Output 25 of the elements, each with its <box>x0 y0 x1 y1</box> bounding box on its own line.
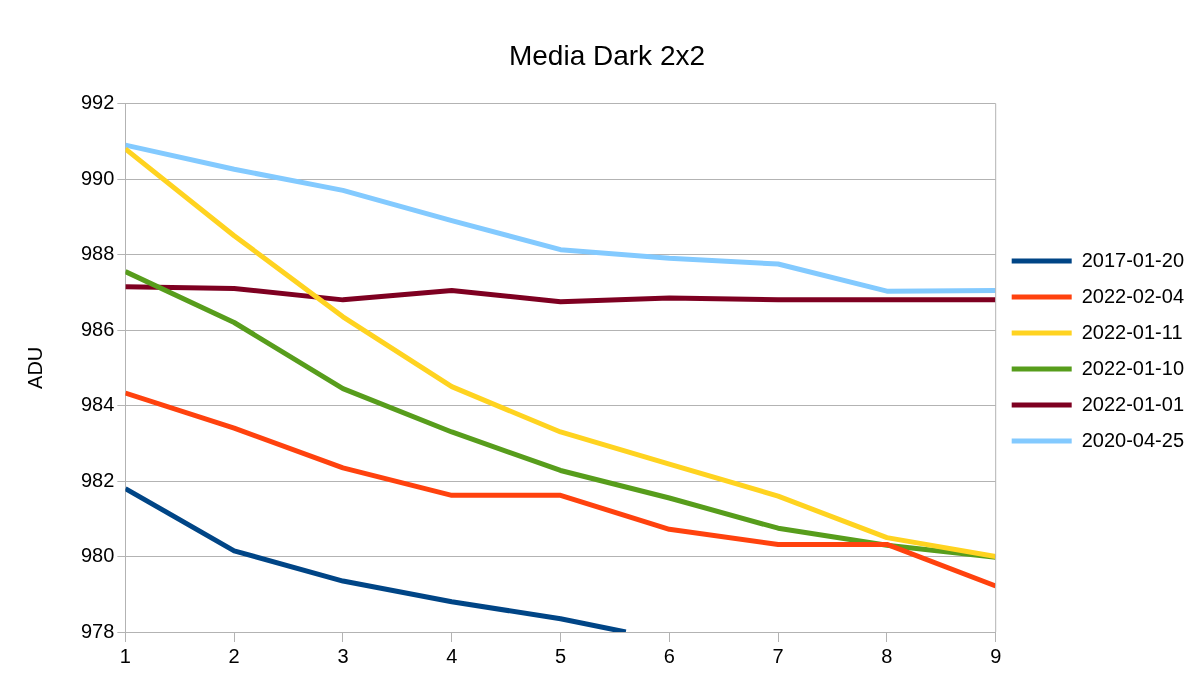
x-tick-label: 7 <box>772 644 784 667</box>
x-tick-label: 5 <box>554 644 567 667</box>
x-tick-label: 4 <box>446 644 458 667</box>
y-tick-label: 986 <box>80 317 115 340</box>
x-tick-label: 9 <box>990 644 1002 667</box>
y-tick-label: 980 <box>80 544 115 567</box>
y-tick-label: 984 <box>80 393 115 416</box>
x-tick-label: 8 <box>881 644 893 667</box>
legend-label: 2022-02-04 <box>1081 284 1185 307</box>
legend-label: 2022-01-10 <box>1081 356 1185 379</box>
y-axis-title: ADU <box>23 346 46 389</box>
x-tick-label: 3 <box>337 644 349 667</box>
x-tick-label: 1 <box>119 644 131 667</box>
y-tick-label: 978 <box>80 619 115 642</box>
legend-label: 2017-01-20 <box>1081 248 1185 271</box>
x-tick-label: 2 <box>228 644 240 667</box>
legend-label: 2020-04-25 <box>1081 428 1185 451</box>
y-tick-label: 990 <box>80 166 115 189</box>
y-tick-label: 988 <box>80 242 115 265</box>
y-tick-label: 992 <box>80 91 115 114</box>
chart-title: Media Dark 2x2 <box>508 39 706 71</box>
legend-label: 2022-01-01 <box>1081 392 1185 415</box>
y-tick-label: 982 <box>80 468 115 491</box>
legend-label: 2022-01-11 <box>1081 320 1183 343</box>
x-tick-label: 6 <box>663 644 675 667</box>
